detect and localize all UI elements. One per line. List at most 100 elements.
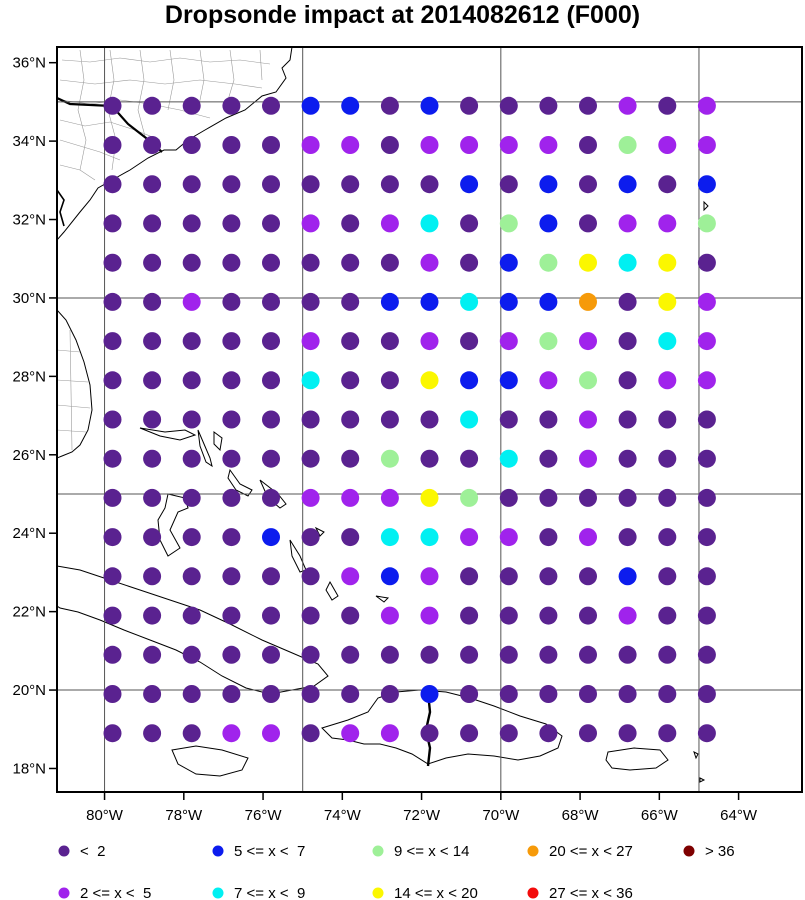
dropsonde-point: [262, 371, 280, 390]
lon-tick-label: 76°W: [245, 807, 283, 824]
dropsonde-point: [539, 606, 558, 625]
dropsonde-point: [420, 606, 439, 625]
dropsonde-point: [103, 488, 122, 507]
dropsonde-point: [301, 449, 320, 468]
dropsonde-point: [499, 724, 518, 743]
dropsonde-point: [658, 214, 677, 233]
dropsonde-point: [420, 175, 439, 194]
bahamas-island: [139, 427, 197, 441]
dropsonde-point: [499, 253, 518, 272]
dropsonde-point: [182, 253, 201, 272]
dropsonde-point: [262, 96, 280, 115]
dropsonde-point: [103, 410, 122, 429]
dropsonde-point: [618, 371, 637, 390]
dropsonde-point: [143, 685, 162, 703]
dropsonde-point: [182, 685, 201, 703]
dropsonde-point: [697, 214, 716, 233]
dropsonde-point: [143, 253, 162, 272]
dropsonde-point: [618, 645, 637, 664]
dropsonde-point: [539, 175, 558, 194]
dropsonde-point: [262, 449, 280, 468]
dropsonde-point: [380, 645, 399, 664]
dropsonde-point: [499, 488, 518, 507]
dropsonde-point: [697, 449, 716, 468]
dropsonde-point: [420, 332, 439, 351]
legend: < 2 2 <= x < 5 5 <= x < 7 7 <= x < 9 9 <= x …: [58, 843, 735, 900]
dropsonde-point: [262, 488, 280, 507]
legend-label: 5 <= x < 7: [234, 843, 305, 860]
dropsonde-point: [182, 449, 201, 468]
dropsonde-point: [420, 292, 439, 311]
dropsonde-point: [143, 332, 162, 351]
dropsonde-point: [618, 606, 637, 625]
dropsonde-point: [618, 567, 637, 586]
dropsonde-point: [182, 645, 201, 664]
dropsonde-point: [579, 253, 597, 272]
dropsonde-point: [539, 292, 558, 311]
lon-tick-label: 68°W: [562, 807, 600, 824]
dropsonde-point: [697, 567, 716, 586]
dropsonde-point: [658, 567, 677, 586]
dropsonde-point: [143, 410, 162, 429]
dropsonde-point: [697, 96, 716, 115]
dropsonde-point: [380, 410, 399, 429]
lat-tick-label: 20°N: [12, 682, 46, 699]
dropsonde-point: [697, 136, 716, 154]
dropsonde-point: [262, 685, 280, 703]
dropsonde-point: [301, 136, 320, 154]
legend-swatch: [212, 887, 224, 899]
dropsonde-point: [103, 645, 122, 664]
dropsonde-point: [262, 567, 280, 586]
dropsonde-point: [182, 410, 201, 429]
dropsonde-point: [499, 371, 518, 390]
dropsonde-point: [499, 645, 518, 664]
dropsonde-point: [103, 528, 122, 547]
dropsonde-point: [222, 371, 241, 390]
dropsonde-point: [380, 253, 399, 272]
dropsonde-point: [380, 292, 399, 311]
bahamas-island: [289, 539, 307, 573]
dropsonde-point: [380, 567, 399, 586]
small-island: [693, 751, 699, 760]
dropsonde-point: [380, 136, 399, 154]
us-east-coast-land: [57, 47, 293, 241]
bahamas-island: [325, 580, 339, 601]
dropsonde-point: [539, 488, 558, 507]
legend-label: < 2: [80, 843, 105, 860]
dropsonde-point: [222, 567, 241, 586]
dropsonde-point: [103, 449, 122, 468]
dropsonde-point: [262, 724, 280, 743]
dropsonde-point: [539, 96, 558, 115]
dropsonde-point: [222, 253, 241, 272]
dropsonde-point: [460, 685, 479, 703]
dropsonde-point: [103, 371, 122, 390]
dropsonde-point: [460, 214, 479, 233]
dropsonde-point: [579, 175, 597, 194]
dropsonde-point: [499, 332, 518, 351]
dropsonde-point: [341, 567, 360, 586]
dropsonde-point: [460, 332, 479, 351]
dropsonde-point: [539, 332, 558, 351]
dropsonde-point: [460, 528, 479, 547]
bermuda-island: [703, 200, 709, 212]
dropsonde-point: [143, 645, 162, 664]
dropsonde-point: [143, 606, 162, 625]
dropsonde-point: [420, 567, 439, 586]
dropsonde-point: [143, 292, 162, 311]
dropsonde-point: [658, 371, 677, 390]
jamaica-land: [171, 745, 249, 777]
hispaniola-land: [321, 689, 563, 765]
dropsonde-point: [539, 685, 558, 703]
dropsonde-point: [222, 685, 241, 703]
dropsonde-point: [499, 175, 518, 194]
dropsonde-point: [618, 214, 637, 233]
dropsonde-point: [697, 332, 716, 351]
dropsonde-point: [697, 645, 716, 664]
dropsonde-point: [182, 606, 201, 625]
florida-land: [57, 309, 93, 459]
dropsonde-point: [301, 253, 320, 272]
dropsonde-point: [341, 606, 360, 625]
lon-tick-label: 64°W: [720, 807, 758, 824]
dropsonde-point: [341, 332, 360, 351]
